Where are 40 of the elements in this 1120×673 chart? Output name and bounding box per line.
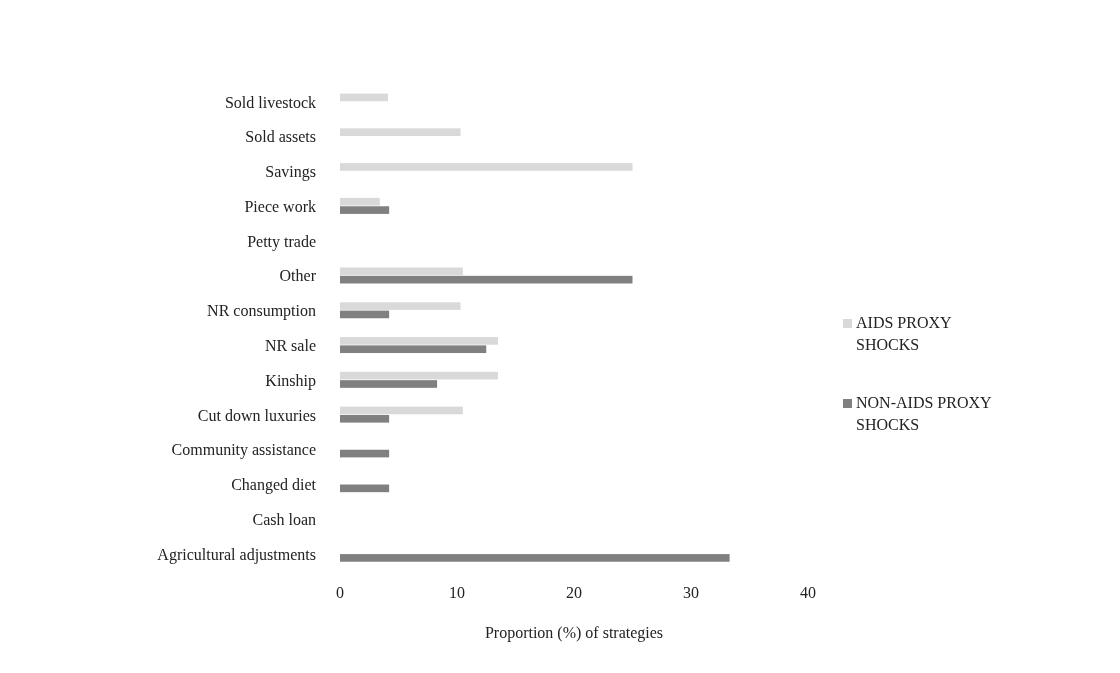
y-tick-label: NR sale [264,336,316,354]
x-tick-label: 30 [683,584,699,601]
x-tick-label: 10 [449,584,465,601]
y-tick-label: Petty trade [247,232,316,251]
bar [340,302,461,310]
y-tick-label: Agricultural adjustments [157,545,316,564]
y-tick-label: Cash loan [252,510,316,528]
bar [340,414,390,423]
bar [340,449,390,458]
y-tick-label: Sold livestock [224,93,316,111]
y-tick-label: Other [279,267,317,285]
bar [340,554,730,562]
x-tick-label: 40 [800,584,816,601]
bar [340,267,463,276]
y-tick-label: Changed diet [231,476,317,495]
y-tick-label: Sold assets [245,128,316,146]
y-tick-label: Piece work [244,197,316,215]
bar [340,206,390,214]
bar [340,197,380,206]
x-tick-label: 0 [336,584,344,601]
x-axis-title: Proportion (%) of strategies [484,624,664,642]
y-tick-label: Kinship [265,371,316,390]
y-tick-label: NR consumption [207,302,316,321]
bar [340,406,463,415]
y-tick-label: Savings [265,163,316,182]
bar [340,337,498,345]
bar [340,163,633,171]
y-tick-label: Community assistance [171,441,316,460]
legend-label: NON-AIDS PROXY SHOCKS [856,394,993,434]
bar [340,275,633,284]
bar [340,380,438,388]
bar [340,128,461,136]
bar [340,310,390,319]
bar [340,371,498,380]
y-tick-label: Cut down luxuries [197,406,316,424]
bar [340,484,390,493]
x-tick-label: 20 [566,584,582,601]
bar [340,93,388,102]
bar [340,345,487,354]
legend-label: AIDS PROXY SHOCKS [856,314,953,354]
